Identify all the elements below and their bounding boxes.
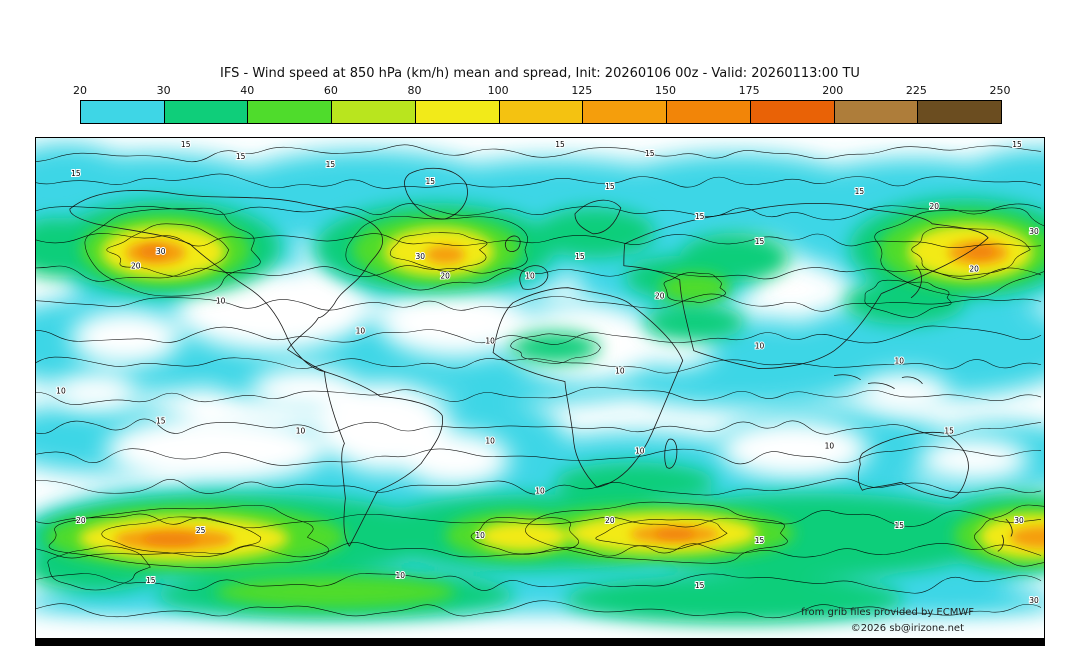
contour-label: 20 [655, 292, 665, 301]
map-area: 15 15 15 15 15 15 15 15 20 30 20 30 20 30 20 10 20 15 15 15… [35, 137, 1045, 646]
contour-label: 15 [326, 160, 336, 169]
contour-label: 15 [555, 140, 565, 149]
contour-label: 15 [755, 237, 765, 246]
contour-label: 30 [415, 252, 425, 261]
attribution-source: from grib files provided by ECMWF [801, 607, 974, 618]
contour-label: 15 [71, 169, 81, 178]
contour-label: 15 [695, 212, 705, 221]
contour-label: 10 [615, 367, 625, 376]
colorbar-segment [415, 101, 500, 123]
colorbar-tick: 100 [487, 84, 509, 97]
colorbar-tick: 250 [989, 84, 1011, 97]
colorbar-segment [332, 101, 416, 123]
contour-label: 10 [216, 297, 226, 306]
contour-label: 10 [356, 327, 366, 336]
contour-label: 25 [196, 526, 206, 535]
contour-label: 15 [236, 152, 246, 161]
contour-label: 20 [929, 202, 939, 211]
colorbar-segment [499, 101, 584, 123]
colorbar-tick: 40 [240, 84, 255, 97]
contour-label: 10 [396, 571, 406, 580]
colorbar-segment [750, 101, 835, 123]
colorbar-tick: 200 [822, 84, 844, 97]
contour-label: 10 [755, 342, 765, 351]
contour-label: 20 [605, 516, 615, 525]
colorbar-tick: 175 [738, 84, 760, 97]
contour-label: 10 [525, 272, 535, 281]
contour-label: 20 [440, 272, 450, 281]
contour-label: 15 [1012, 140, 1022, 149]
colorbar-tick: 60 [323, 84, 338, 97]
colorbar-tick: 150 [654, 84, 676, 97]
contour-label: 10 [485, 337, 495, 346]
colorbar-tick: 125 [571, 84, 593, 97]
map-bottom-bar [36, 638, 1044, 645]
contour-label: 10 [475, 531, 485, 540]
colorbar-tick: 225 [905, 84, 927, 97]
contour-label: 30 [1014, 516, 1024, 525]
colorbar-segment [918, 101, 1002, 123]
contour-label: 15 [855, 187, 865, 196]
colorbar-segment [583, 101, 668, 123]
contour-label: 15 [425, 177, 435, 186]
contour-label: 10 [825, 441, 835, 450]
contour-label: 10 [895, 357, 905, 366]
contour-label: 10 [56, 386, 66, 395]
contour-label: 10 [296, 426, 306, 435]
contour-label: 15 [755, 536, 765, 545]
contour-label: 15 [156, 416, 166, 425]
contour-label: 20 [131, 262, 141, 271]
colorbar-segment [834, 101, 919, 123]
contour-label: 15 [895, 521, 905, 530]
contour-label: 10 [535, 486, 545, 495]
chart-title: IFS - Wind speed at 850 hPa (km/h) mean … [220, 66, 860, 81]
colorbar-segment [81, 101, 165, 123]
colorbar-segment [248, 101, 333, 123]
contour-label: 15 [146, 576, 156, 585]
contour-label: 20 [969, 265, 979, 274]
colorbar-segment [164, 101, 249, 123]
contour-label: 30 [1029, 596, 1039, 605]
contour-label: 30 [1029, 227, 1039, 236]
colorbar-tick: 80 [407, 84, 422, 97]
contour-label: 15 [575, 252, 585, 261]
contour-label: 15 [695, 581, 705, 590]
contour-label: 15 [605, 182, 615, 191]
contour-label: 15 [645, 149, 655, 158]
contour-label: 15 [181, 140, 191, 149]
map-svg: 15 15 15 15 15 15 15 15 20 30 20 30 20 30 20 10 20 15 15 15… [36, 139, 1044, 645]
colorbar-tick: 20 [73, 84, 87, 97]
contour-label: 30 [156, 247, 166, 256]
colorbar-bar [80, 100, 1002, 124]
contour-label: 10 [485, 436, 495, 445]
colorbar-tick: 30 [156, 84, 171, 97]
attribution-copyright: ©2026 sb@irizone.net [850, 623, 964, 634]
contour-label: 20 [76, 516, 86, 525]
colorbar-ticks: 20 30 40 60 80 100 125 150 175 200 225 250 [73, 84, 1011, 97]
contour-label: 10 [635, 446, 645, 455]
colorbar-segment [667, 101, 751, 123]
contour-label: 15 [944, 426, 954, 435]
